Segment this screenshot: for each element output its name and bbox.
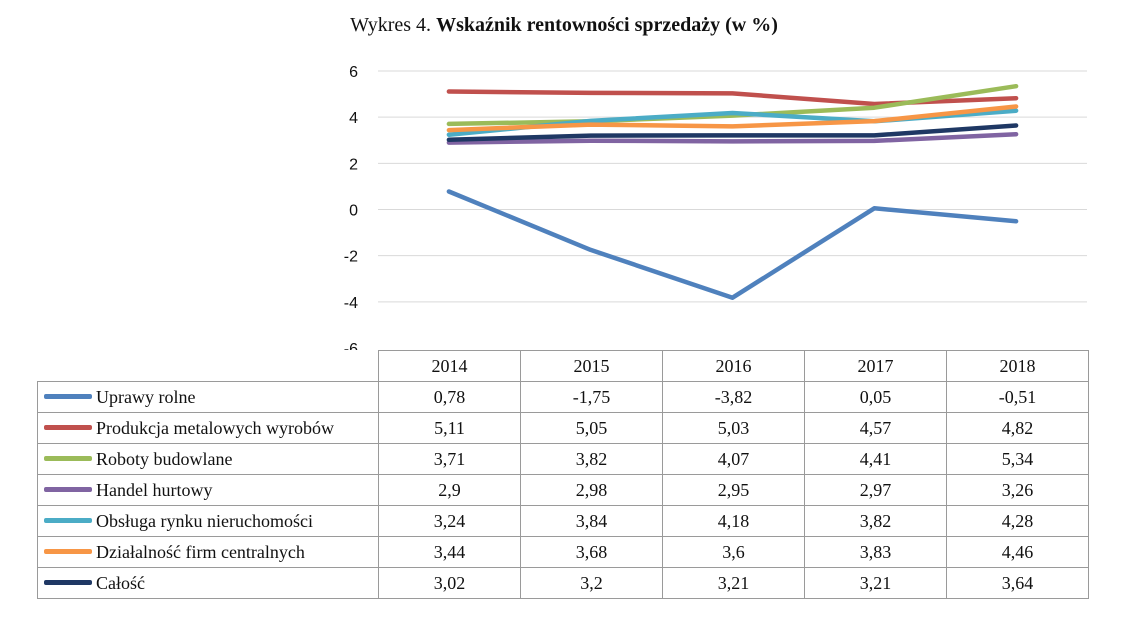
series-name: Produkcja metalowych wyrobów [96, 417, 334, 438]
table-corner [37, 350, 379, 382]
value-cell: 3,83 [804, 536, 947, 568]
value-cell: 3,6 [662, 536, 805, 568]
legend-swatch [44, 455, 92, 461]
line-chart: 6 4 2 0 -2 -4 -6 [344, 64, 1087, 350]
series-line-3 [446, 131, 1019, 145]
value-cell: 5,03 [662, 412, 805, 444]
category-header: 2018 [946, 350, 1089, 382]
series-line-5 [446, 104, 1019, 133]
series-label-cell: Roboty budowlane [37, 443, 379, 475]
series-name: Uprawy rolne [96, 386, 196, 407]
value-cell: 3,2 [520, 567, 663, 599]
series-label-cell: Produkcja metalowych wyrobów [37, 412, 379, 444]
value-cell: 2,95 [662, 474, 805, 506]
y-tick-label: -6 [344, 341, 358, 350]
category-header: 2015 [520, 350, 663, 382]
table-row: Produkcja metalowych wyrobów 5,11 5,05 5,03… [37, 412, 1089, 444]
value-cell: 4,18 [662, 505, 805, 537]
chart-title-main: Wskaźnik rentowności sprzedaży (w %) [436, 14, 778, 36]
legend-swatch [44, 486, 92, 492]
y-tick-label: -4 [344, 295, 358, 312]
value-cell: -0,51 [946, 381, 1089, 413]
value-cell: 3,71 [378, 443, 521, 475]
value-cell: 2,98 [520, 474, 663, 506]
series-label-cell: Działalność firm centralnych [37, 536, 379, 568]
category-header: 2014 [378, 350, 521, 382]
chart-title: Wykres 4. Wskaźnik rentowności sprzedaży… [0, 14, 1128, 37]
series-lines [446, 83, 1019, 300]
table-row: Całość 3,02 3,2 3,21 3,21 3,64 [37, 567, 1089, 599]
value-cell: 3,21 [662, 567, 805, 599]
table-row: Obsługa rynku nieruchomości 3,24 3,84 4,18 3… [37, 505, 1089, 537]
value-cell: 5,05 [520, 412, 663, 444]
series-name: Handel hurtowy [96, 479, 213, 500]
value-cell: 3,44 [378, 536, 521, 568]
series-line-2 [446, 83, 1019, 127]
series-label-cell: Całość [37, 567, 379, 599]
series-name: Całość [96, 572, 145, 593]
value-cell: -3,82 [662, 381, 805, 413]
value-cell: 3,82 [804, 505, 947, 537]
data-table: 2014 2015 2016 2017 2018 Uprawy rolne 0,78 -1,7… [37, 350, 1089, 599]
y-tick-label: 6 [349, 64, 358, 81]
legend-swatch [44, 548, 92, 554]
table-row: Uprawy rolne 0,78 -1,75 -3,82 0,05 -0,51 [37, 381, 1089, 413]
legend-swatch [44, 517, 92, 523]
value-cell: 4,46 [946, 536, 1089, 568]
value-cell: 2,97 [804, 474, 947, 506]
legend-swatch [44, 393, 92, 399]
series-line-0 [446, 189, 1019, 300]
value-cell: 0,78 [378, 381, 521, 413]
value-cell: 4,57 [804, 412, 947, 444]
series-name: Roboty budowlane [96, 448, 233, 469]
value-cell: 3,64 [946, 567, 1089, 599]
value-cell: 4,41 [804, 443, 947, 475]
gridlines [378, 70, 1087, 303]
category-header: 2016 [662, 350, 805, 382]
value-cell: 2,9 [378, 474, 521, 506]
category-header: 2017 [804, 350, 947, 382]
series-label-cell: Uprawy rolne [37, 381, 379, 413]
value-cell: 0,05 [804, 381, 947, 413]
series-name: Obsługa rynku nieruchomości [96, 510, 313, 531]
table-row: Działalność firm centralnych 3,44 3,68 3,6 3… [37, 536, 1089, 568]
series-label-cell: Handel hurtowy [37, 474, 379, 506]
value-cell: 5,34 [946, 443, 1089, 475]
value-cell: 4,82 [946, 412, 1089, 444]
value-cell: 4,28 [946, 505, 1089, 537]
table-header-row: 2014 2015 2016 2017 2018 [37, 350, 1089, 382]
value-cell: 5,11 [378, 412, 521, 444]
table-row: Roboty budowlane 3,71 3,82 4,07 4,41 5,34 [37, 443, 1089, 475]
legend-swatch [44, 579, 92, 585]
table-row: Handel hurtowy 2,9 2,98 2,95 2,97 3,26 [37, 474, 1089, 506]
series-label-cell: Obsługa rynku nieruchomości [37, 505, 379, 537]
value-cell: 3,21 [804, 567, 947, 599]
series-line-6 [446, 123, 1019, 143]
value-cell: 3,84 [520, 505, 663, 537]
series-name: Działalność firm centralnych [96, 541, 305, 562]
value-cell: 3,26 [946, 474, 1089, 506]
value-cell: 3,24 [378, 505, 521, 537]
value-cell: 4,07 [662, 443, 805, 475]
value-cell: 3,02 [378, 567, 521, 599]
legend-swatch [44, 424, 92, 430]
y-tick-label: -2 [344, 249, 358, 266]
value-cell: 3,68 [520, 536, 663, 568]
y-tick-label: 0 [349, 203, 358, 220]
chart-title-prefix: Wykres 4. [350, 14, 432, 36]
value-cell: -1,75 [520, 381, 663, 413]
value-cell: 3,82 [520, 443, 663, 475]
y-axis-ticks: 6 4 2 0 -2 -4 -6 [344, 64, 358, 350]
y-tick-label: 4 [349, 110, 358, 127]
y-tick-label: 2 [349, 156, 358, 173]
